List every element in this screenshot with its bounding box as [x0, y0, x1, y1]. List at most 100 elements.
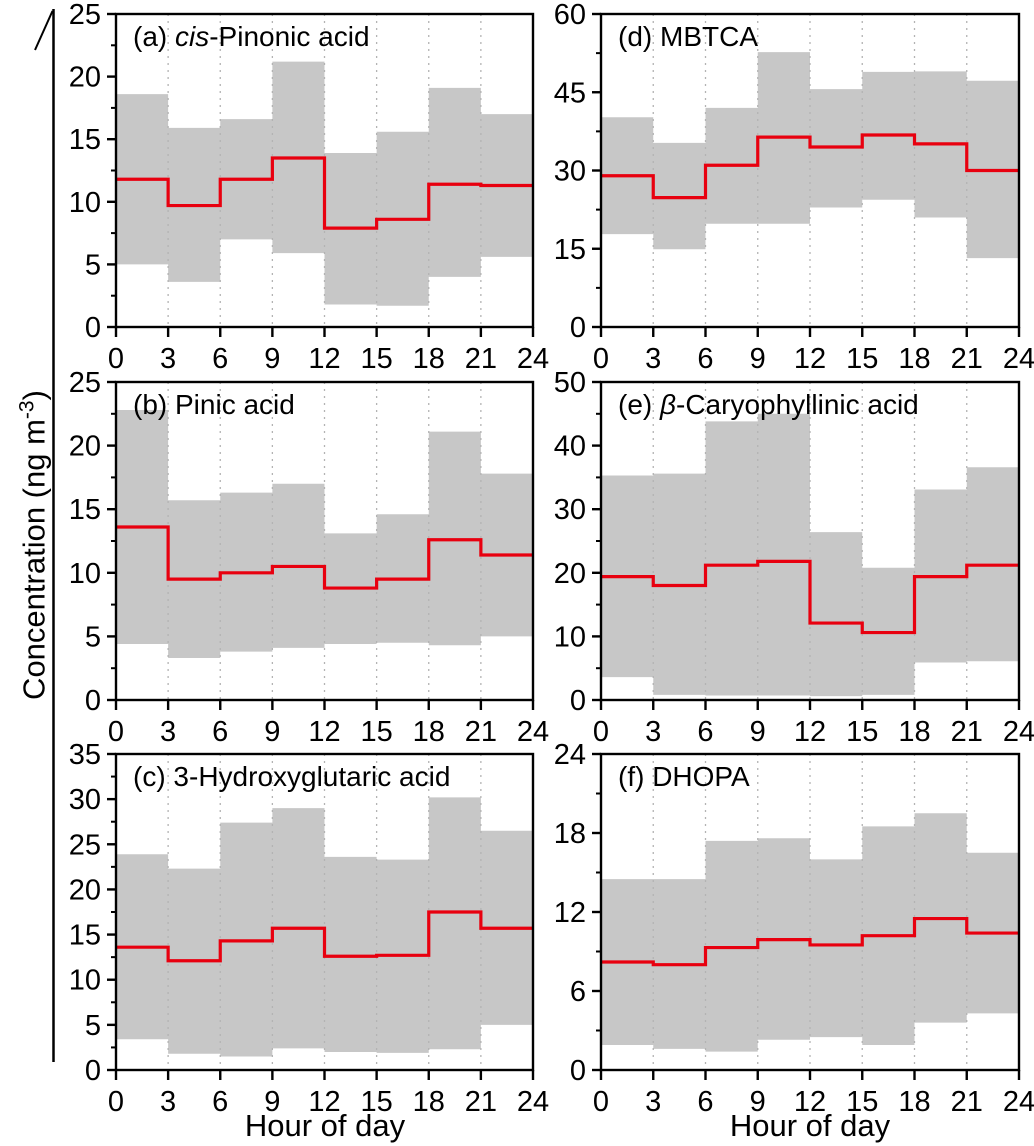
xtick-label-f: 15	[846, 1086, 878, 1118]
xtick-label-e: 0	[593, 716, 609, 748]
xtick-label-d: 24	[1003, 343, 1034, 375]
xtick-label-b: 9	[264, 716, 280, 748]
x-axis-label-left: Hour of day	[244, 1108, 406, 1143]
xtick-label-b: 15	[360, 716, 392, 748]
x-axis-label-right: Hour of day	[729, 1108, 891, 1143]
panel-e: 0 10 20 30 40 50 0 3 6 9 12 15 18 21 24 (e) β-Caryophy…	[531, 364, 1034, 752]
ytick-label-b: 5	[85, 621, 101, 653]
xtick-label-d: 15	[846, 343, 878, 375]
xtick-label-a: 9	[264, 343, 280, 375]
xtick-label-f: 0	[593, 1086, 609, 1118]
mean-line-e	[601, 559, 1019, 635]
xtick-label-d: 3	[645, 343, 661, 375]
xtick-label-b: 21	[465, 716, 497, 748]
xtick-label-e: 3	[645, 716, 661, 748]
ytick-label-e: 50	[554, 367, 586, 399]
mean-line-a	[116, 156, 533, 230]
panel-d-plot: 0 15 30 45 60 0 3 6 9 12 15 18 21 24	[554, 0, 1034, 375]
xtick-label-e: 24	[1003, 716, 1034, 748]
panel-c-plot: 0 5 10 15 20 25 30 35 0 3 6 9 12 15 18 21 24	[69, 739, 549, 1118]
xtick-label-c: 18	[413, 1086, 445, 1118]
xtick-label-b: 0	[108, 716, 124, 748]
panel-e-title-post: -Caryophyllinic acid	[676, 389, 919, 420]
xtick-label-e: 21	[951, 716, 983, 748]
panel-f-title: (f) DHOPA	[618, 761, 750, 793]
panel-f-title-pre: (f) DHOPA	[618, 761, 750, 792]
xtick-label-d: 21	[951, 343, 983, 375]
xtick-label-d: 6	[697, 343, 713, 375]
ytick-label-f: 6	[570, 976, 586, 1008]
ytick-label-a: 10	[69, 187, 101, 219]
xtick-label-b: 3	[160, 716, 176, 748]
xtick-label-e: 9	[750, 716, 766, 748]
panel-a: 0 5 10 15 20 25 0 3 6 9 12 15 18 21 24 (a) cis-Pinonic…	[46, 0, 557, 379]
ytick-label-b: 25	[69, 367, 101, 399]
ytick-label-f: 12	[554, 897, 586, 929]
xtick-label-f: 12	[794, 1086, 826, 1118]
xtick-label-c: 0	[108, 1086, 124, 1118]
ytick-label-a: 5	[85, 249, 101, 281]
panel-b: 0 5 10 15 20 25 0 3 6 9 12 15 18 21 24 (b) Pinic acid	[46, 364, 557, 752]
xtick-label-c: 6	[212, 1086, 228, 1118]
panel-f: 0 6 12 18 24 0 3 6 9 12 15 18 21 24 (f) DHOPA	[531, 736, 1034, 1122]
ytick-label-d: 15	[554, 234, 586, 266]
xtick-label-a: 15	[360, 343, 392, 375]
ytick-label-e: 0	[570, 685, 586, 717]
panel-c-title: (c) 3-Hydroxyglutaric acid	[133, 761, 450, 793]
ytick-label-c: 5	[85, 1010, 101, 1042]
ytick-label-e: 10	[554, 621, 586, 653]
panel-e-title-italic: β	[660, 389, 676, 420]
panel-c: 0 5 10 15 20 25 30 35 0 3 6 9 12 15 18 21 24 (c) 3-Hydro…	[46, 736, 557, 1122]
ytick-label-c: 10	[69, 965, 101, 997]
mean-line-b	[116, 525, 533, 590]
xtick-label-d: 12	[794, 343, 826, 375]
panel-e-plot: 0 10 20 30 40 50 0 3 6 9 12 15 18 21 24	[554, 367, 1034, 748]
xtick-label-f: 6	[697, 1086, 713, 1118]
y-axis-label-sup: -3	[15, 400, 39, 420]
xtick-label-a: 0	[108, 343, 124, 375]
ytick-label-b: 10	[69, 558, 101, 590]
ytick-label-e: 20	[554, 558, 586, 590]
mean-line-d	[601, 133, 1019, 200]
mean-line-c	[116, 910, 533, 963]
ytick-label-a: 20	[69, 62, 101, 94]
xtick-label-e: 15	[846, 716, 878, 748]
ytick-label-c: 15	[69, 920, 101, 952]
panel-d-title: (d) MBTCA	[618, 21, 758, 53]
ytick-label-f: 18	[554, 818, 586, 850]
ytick-label-b: 15	[69, 494, 101, 526]
panel-a-title-post: -Pinonic acid	[209, 21, 370, 52]
xtick-label-f: 21	[951, 1086, 983, 1118]
ytick-label-a: 0	[85, 312, 101, 344]
ytick-label-c: 25	[69, 829, 101, 861]
ytick-label-e: 30	[554, 494, 586, 526]
xtick-label-c: 9	[264, 1086, 280, 1118]
y-axis-arrow-barb	[34, 10, 54, 51]
xtick-label-a: 18	[413, 343, 445, 375]
xtick-label-b: 18	[413, 716, 445, 748]
xtick-label-c: 24	[517, 1086, 549, 1118]
panel-a-plot: 0 5 10 15 20 25 0 3 6 9 12 15 18 21 24	[69, 0, 549, 375]
xtick-label-c: 12	[308, 1086, 340, 1118]
ytick-label-b: 20	[69, 431, 101, 463]
xtick-label-f: 9	[750, 1086, 766, 1118]
xtick-label-a: 6	[212, 343, 228, 375]
xtick-label-a: 21	[465, 343, 497, 375]
panel-a-title-pre: (a)	[133, 21, 175, 52]
panel-b-plot: 0 5 10 15 20 25 0 3 6 9 12 15 18 21 24	[69, 367, 549, 748]
xtick-label-d: 9	[750, 343, 766, 375]
panel-e-title-pre: (e)	[618, 389, 660, 420]
ytick-label-d: 30	[554, 156, 586, 188]
ytick-label-d: 0	[570, 312, 586, 344]
xtick-label-f: 18	[898, 1086, 930, 1118]
panel-a-title: (a) cis-Pinonic acid	[133, 21, 370, 53]
panel-d: 0 15 30 45 60 0 3 6 9 12 15 18 21 24 (d) MBTCA	[531, 0, 1034, 379]
xtick-label-a: 3	[160, 343, 176, 375]
panel-e-title: (e) β-Caryophyllinic acid	[618, 389, 919, 421]
ytick-label-b: 0	[85, 685, 101, 717]
xtick-label-d: 0	[593, 343, 609, 375]
y-axis-arrow	[34, 9, 55, 1062]
ytick-label-f: 24	[554, 739, 586, 771]
xtick-label-f: 3	[645, 1086, 661, 1118]
ytick-label-c: 30	[69, 784, 101, 816]
